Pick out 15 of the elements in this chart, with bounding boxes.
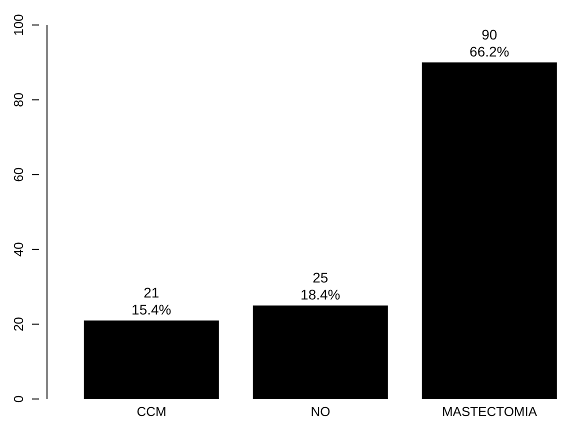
data-label: 90 66.2% (470, 26, 510, 60)
x-tick-label: CCM (136, 404, 166, 420)
data-label: 21 15.4% (132, 284, 172, 318)
bar (422, 62, 557, 399)
y-tick-label: 60 (11, 167, 26, 182)
bar (252, 306, 388, 399)
data-label: 25 18.4% (300, 270, 340, 302)
y-tick-label: 20 (11, 316, 26, 332)
y-tick-label: 40 (11, 242, 26, 257)
y-tick-label: 0 (11, 395, 26, 403)
y-tick-label: 80 (11, 92, 26, 108)
x-tick-label: MASTECTOMIA (442, 404, 538, 420)
bar (84, 320, 219, 399)
x-tick-label: NO (310, 404, 330, 420)
y-tick-label: 100 (11, 14, 26, 36)
